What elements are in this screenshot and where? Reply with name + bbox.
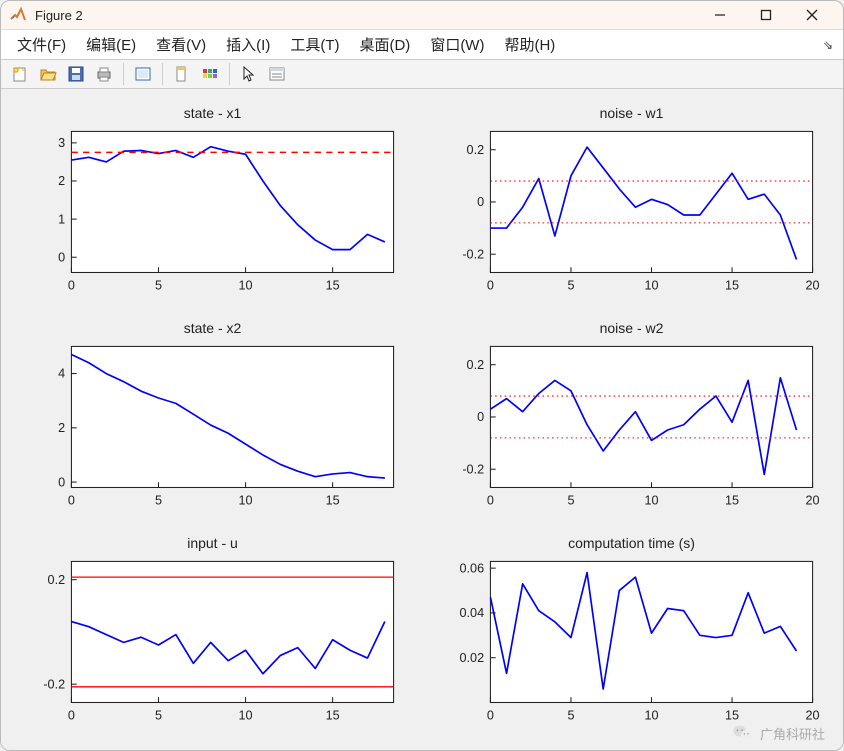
svg-text:10: 10 [644, 494, 658, 508]
svg-text:5: 5 [567, 494, 574, 508]
svg-text:5: 5 [155, 279, 162, 293]
subplot-ct: computation time (s) 0 5 10 15 20 0.02 0.04 0.06 [442, 535, 821, 730]
pointer-icon[interactable] [236, 61, 262, 87]
plot-area[interactable]: 0 5 10 15 20 -0.2 0 0.2 [442, 338, 821, 515]
plot-area[interactable]: 0 5 10 15 0 2 4 [23, 338, 402, 515]
svg-text:0: 0 [58, 251, 65, 265]
menu-item-4[interactable]: 工具(T) [280, 30, 349, 59]
svg-text:5: 5 [155, 494, 162, 508]
subplot-w1: noise - w1 0 5 10 15 20 -0.2 0 0.2 [442, 105, 821, 300]
toolbar-separator [123, 63, 124, 85]
menu-item-3[interactable]: 插入(I) [216, 30, 280, 59]
svg-text:0: 0 [58, 476, 65, 490]
svg-text:15: 15 [725, 708, 739, 722]
svg-text:2: 2 [58, 175, 65, 189]
menu-item-0[interactable]: 文件(F) [7, 30, 76, 59]
print-preview-icon[interactable] [130, 61, 156, 87]
dock-arrow-icon[interactable]: ⇘ [823, 38, 833, 52]
svg-text:5: 5 [567, 708, 574, 722]
svg-text:4: 4 [58, 367, 65, 381]
svg-text:15: 15 [326, 494, 340, 508]
svg-text:0.2: 0.2 [48, 573, 66, 587]
svg-text:0: 0 [68, 494, 75, 508]
svg-text:15: 15 [725, 494, 739, 508]
svg-text:0: 0 [477, 196, 484, 210]
figure-window: Figure 2 文件(F)编辑(E)查看(V)插入(I)工具(T)桌面(D)窗… [0, 0, 844, 751]
menu-item-6[interactable]: 窗口(W) [420, 30, 494, 59]
svg-text:0.02: 0.02 [460, 651, 485, 665]
svg-text:0.2: 0.2 [467, 143, 485, 157]
menubar: 文件(F)编辑(E)查看(V)插入(I)工具(T)桌面(D)窗口(W)帮助(H)… [1, 30, 843, 60]
svg-text:0: 0 [487, 708, 494, 722]
save-icon[interactable] [63, 61, 89, 87]
svg-text:0: 0 [477, 410, 484, 424]
subplot-w2: noise - w2 0 5 10 15 20 -0.2 0 0.2 [442, 320, 821, 515]
svg-text:2: 2 [58, 421, 65, 435]
subplot-title: state - x2 [184, 320, 242, 336]
svg-text:1: 1 [58, 213, 65, 227]
svg-text:-0.2: -0.2 [43, 678, 65, 692]
toolbar [1, 60, 843, 89]
svg-text:-0.2: -0.2 [462, 463, 484, 477]
svg-text:0: 0 [487, 279, 494, 293]
subplot-u: input - u 0 5 10 15 -0.2 0.2 [23, 535, 402, 730]
colorbar-icon[interactable] [197, 61, 223, 87]
property-editor-icon[interactable] [264, 61, 290, 87]
plot-area[interactable]: 0 5 10 15 20 0.02 0.04 0.06 [442, 553, 821, 730]
subplot-title: computation time (s) [568, 535, 695, 551]
svg-text:15: 15 [326, 708, 340, 722]
svg-text:-0.2: -0.2 [462, 248, 484, 262]
subplot-grid: state - x10510150123noise - w105101520-0… [23, 105, 821, 730]
open-file-icon[interactable] [35, 61, 61, 87]
svg-text:0: 0 [68, 708, 75, 722]
svg-text:0.2: 0.2 [467, 358, 485, 372]
window-title: Figure 2 [35, 8, 697, 23]
subplot-title: noise - w2 [600, 320, 664, 336]
menu-item-5[interactable]: 桌面(D) [349, 30, 420, 59]
menu-item-1[interactable]: 编辑(E) [76, 30, 146, 59]
minimize-button[interactable] [697, 1, 743, 29]
subplot-title: input - u [187, 535, 238, 551]
menu-item-7[interactable]: 帮助(H) [494, 30, 565, 59]
subplot-title: state - x1 [184, 105, 242, 121]
plot-area[interactable]: 0 5 10 15 0 1 2 3 [23, 123, 402, 300]
print-icon[interactable] [91, 61, 117, 87]
subplot-x1: state - x1 0 5 10 15 0 1 2 3 [23, 105, 402, 300]
svg-text:20: 20 [806, 494, 820, 508]
titlebar: Figure 2 [1, 1, 843, 30]
subplot-title: noise - w1 [600, 105, 664, 121]
data-cursor-icon[interactable] [169, 61, 195, 87]
close-button[interactable] [789, 1, 835, 29]
toolbar-separator [162, 63, 163, 85]
maximize-button[interactable] [743, 1, 789, 29]
svg-text:10: 10 [644, 708, 658, 722]
matlab-icon [9, 6, 27, 24]
svg-text:0.06: 0.06 [460, 561, 485, 575]
svg-text:0.04: 0.04 [460, 606, 485, 620]
new-figure-icon[interactable] [7, 61, 33, 87]
svg-text:10: 10 [239, 279, 253, 293]
svg-text:3: 3 [58, 136, 65, 150]
svg-text:5: 5 [155, 708, 162, 722]
plot-area[interactable]: 0 5 10 15 20 -0.2 0 0.2 [442, 123, 821, 300]
svg-text:20: 20 [806, 279, 820, 293]
figure-canvas: state - x10510150123noise - w105101520-0… [1, 89, 843, 750]
menu-item-2[interactable]: 查看(V) [146, 30, 216, 59]
svg-text:10: 10 [239, 708, 253, 722]
svg-text:0: 0 [68, 279, 75, 293]
svg-text:10: 10 [644, 279, 658, 293]
svg-text:15: 15 [326, 279, 340, 293]
svg-text:20: 20 [806, 708, 820, 722]
svg-text:10: 10 [239, 494, 253, 508]
svg-text:0: 0 [487, 494, 494, 508]
subplot-x2: state - x2 0 5 10 15 0 2 4 [23, 320, 402, 515]
toolbar-separator [229, 63, 230, 85]
plot-area[interactable]: 0 5 10 15 -0.2 0.2 [23, 553, 402, 730]
svg-text:15: 15 [725, 279, 739, 293]
svg-text:5: 5 [567, 279, 574, 293]
